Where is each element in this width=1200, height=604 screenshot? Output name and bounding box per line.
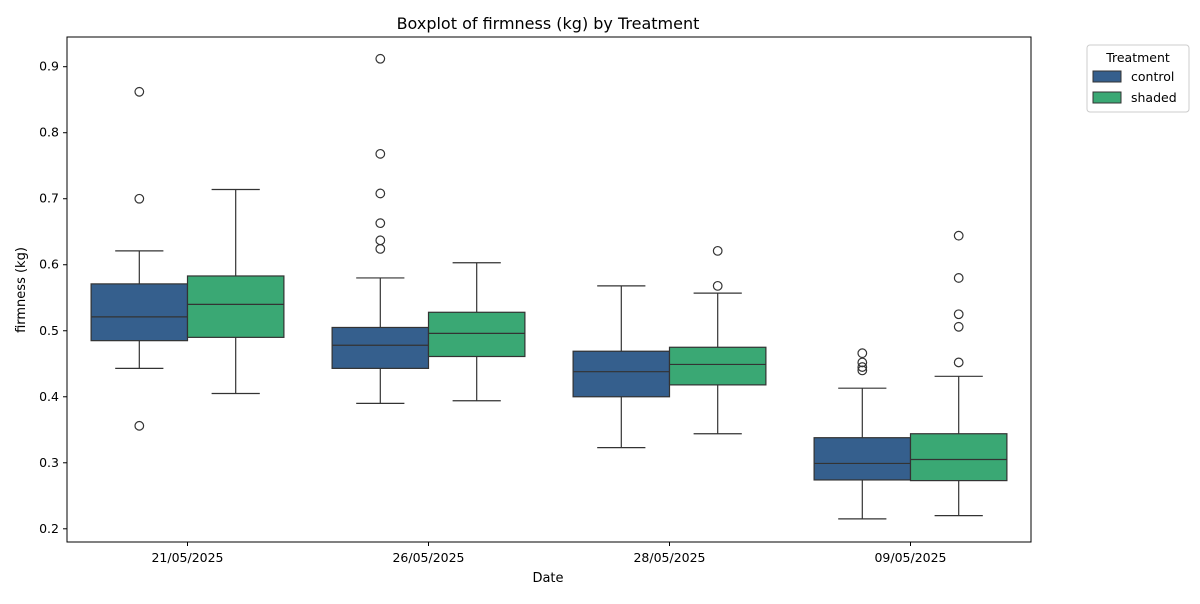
plot-frame bbox=[66, 36, 1032, 543]
x-tick-label: 09/05/2025 bbox=[874, 550, 946, 565]
outlier-point bbox=[375, 235, 386, 246]
y-axis-label: firmness (kg) bbox=[14, 247, 29, 333]
box-shaded-0 bbox=[186, 188, 285, 395]
y-tick-label: 0.9 bbox=[39, 59, 59, 74]
legend: Treatment control shaded bbox=[1086, 44, 1190, 113]
plot-area: 0.2 0.3 0.4 0.5 0.6 0.7 0.8 0.9 21/05/2025 26/05/… bbox=[39, 36, 1032, 565]
legend-label-shaded: shaded bbox=[1131, 90, 1177, 105]
outlier-point bbox=[375, 148, 386, 159]
outlier-point bbox=[134, 193, 145, 204]
outlier-point bbox=[375, 188, 386, 199]
outlier-point bbox=[953, 357, 964, 368]
outlier-point bbox=[857, 348, 868, 359]
outlier-point bbox=[712, 280, 723, 291]
y-tick-label: 0.2 bbox=[39, 521, 59, 536]
outlier-point bbox=[375, 53, 386, 64]
outlier-point bbox=[857, 357, 868, 368]
outlier-point bbox=[712, 245, 723, 256]
box-iqr bbox=[331, 326, 430, 369]
box-control-2 bbox=[572, 285, 671, 449]
box-control-1 bbox=[331, 53, 430, 404]
legend-swatch-control bbox=[1092, 70, 1122, 83]
y-tick-label: 0.6 bbox=[39, 257, 59, 272]
box-control-3 bbox=[813, 348, 912, 520]
legend-swatch-shaded bbox=[1092, 91, 1122, 104]
box-iqr bbox=[90, 283, 189, 342]
x-axis-label: Date bbox=[532, 571, 563, 586]
outlier-point bbox=[953, 321, 964, 332]
outlier-point bbox=[375, 244, 386, 254]
y-tick-label: 0.7 bbox=[39, 191, 59, 206]
outlier-point bbox=[953, 309, 964, 320]
outlier-point bbox=[953, 230, 964, 241]
y-tick-label: 0.8 bbox=[39, 125, 59, 140]
chart-title: Boxplot of firmness (kg) by Treatment bbox=[397, 14, 700, 33]
box-iqr bbox=[813, 437, 912, 481]
box-shaded-1 bbox=[427, 262, 526, 402]
box-control-0 bbox=[90, 86, 189, 431]
outlier-point bbox=[953, 273, 964, 283]
box-iqr bbox=[427, 311, 526, 358]
box-shaded-3 bbox=[909, 230, 1008, 517]
x-tick-label: 26/05/2025 bbox=[392, 550, 464, 565]
outlier-point bbox=[375, 218, 386, 229]
legend-title: Treatment bbox=[1105, 50, 1170, 65]
legend-label-control: control bbox=[1131, 69, 1174, 84]
box-iqr bbox=[668, 346, 767, 386]
outlier-point bbox=[857, 365, 868, 376]
box-shaded-2 bbox=[668, 245, 767, 435]
outlier-point bbox=[134, 86, 145, 97]
box-iqr bbox=[572, 350, 671, 398]
outlier-point bbox=[857, 362, 868, 372]
box-iqr bbox=[186, 275, 285, 338]
y-tick-label: 0.3 bbox=[39, 455, 59, 470]
outlier-point bbox=[134, 420, 145, 431]
x-tick-label: 28/05/2025 bbox=[633, 550, 705, 565]
y-tick-label: 0.5 bbox=[39, 323, 59, 338]
x-tick-label: 21/05/2025 bbox=[151, 550, 223, 565]
box-iqr bbox=[909, 433, 1008, 482]
y-tick-label: 0.4 bbox=[39, 389, 59, 404]
